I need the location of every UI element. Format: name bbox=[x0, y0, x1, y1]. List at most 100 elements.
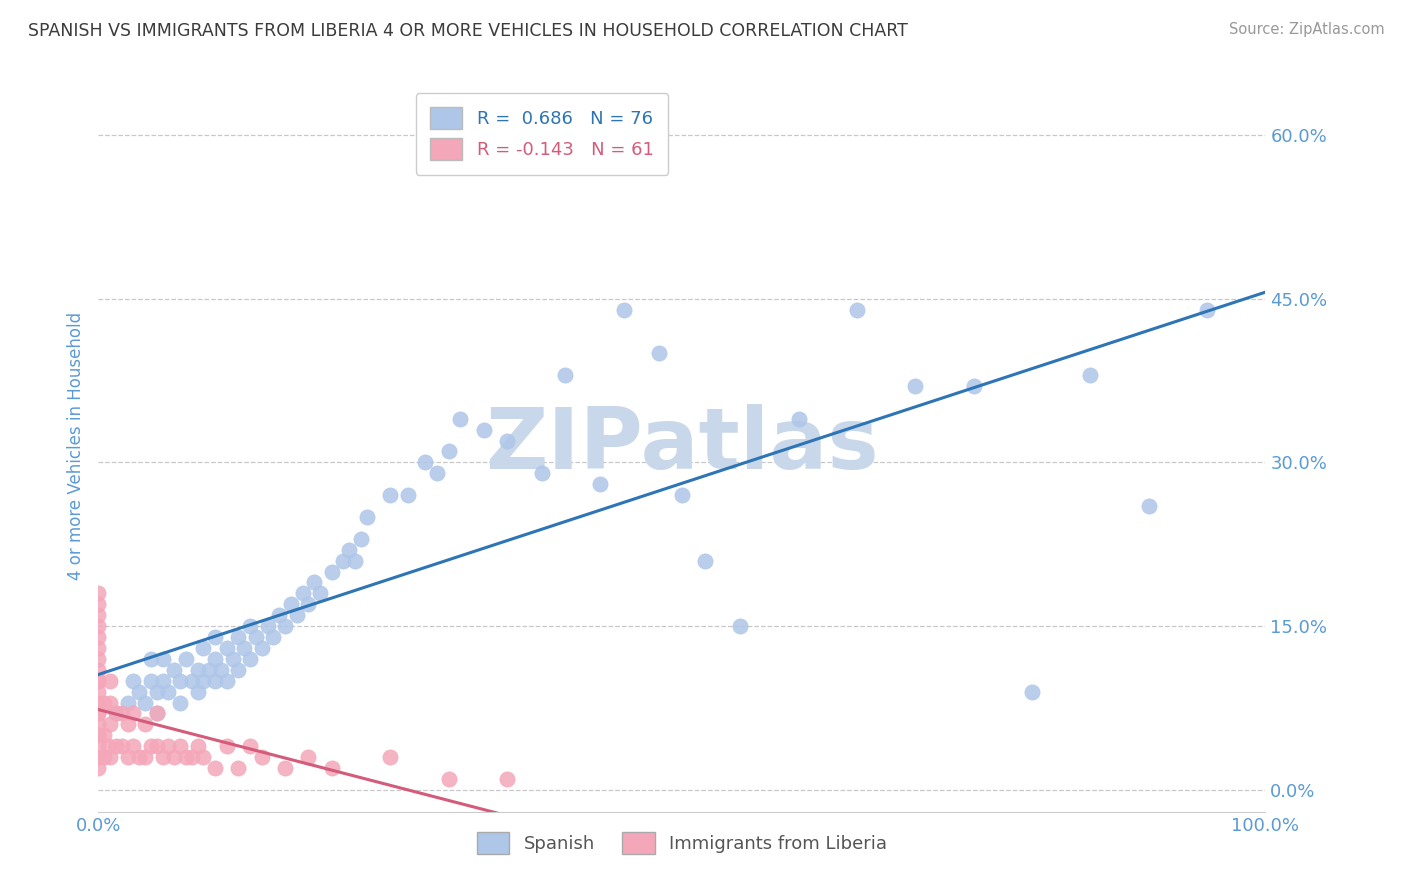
Point bbox=[87, 630, 110, 644]
Legend: Spanish, Immigrants from Liberia: Spanish, Immigrants from Liberia bbox=[470, 825, 894, 861]
Point bbox=[187, 739, 209, 754]
Point bbox=[332, 554, 354, 568]
Point bbox=[962, 379, 984, 393]
Point bbox=[122, 706, 145, 721]
Point bbox=[671, 488, 693, 502]
Point bbox=[215, 673, 238, 688]
Point bbox=[87, 663, 110, 677]
Point bbox=[256, 619, 278, 633]
Point bbox=[193, 750, 215, 764]
Point bbox=[87, 728, 110, 742]
Point bbox=[87, 706, 110, 721]
Point bbox=[128, 750, 150, 764]
Point bbox=[146, 739, 169, 754]
Point bbox=[87, 728, 110, 742]
Text: SPANISH VS IMMIGRANTS FROM LIBERIA 4 OR MORE VEHICLES IN HOUSEHOLD CORRELATION C: SPANISH VS IMMIGRANTS FROM LIBERIA 4 OR … bbox=[28, 22, 908, 40]
Point bbox=[337, 542, 360, 557]
Point bbox=[122, 673, 145, 688]
Point bbox=[146, 684, 169, 698]
Point bbox=[122, 739, 145, 754]
Point bbox=[117, 696, 139, 710]
Point bbox=[250, 640, 273, 655]
Point bbox=[228, 663, 250, 677]
Point bbox=[93, 696, 115, 710]
Point bbox=[87, 608, 110, 623]
Point bbox=[204, 630, 226, 644]
Point bbox=[209, 663, 232, 677]
Point bbox=[139, 739, 162, 754]
Point bbox=[104, 706, 127, 721]
Point bbox=[413, 455, 436, 469]
Point bbox=[98, 696, 121, 710]
Point bbox=[730, 619, 752, 633]
Point bbox=[245, 630, 267, 644]
Point bbox=[269, 608, 291, 623]
Point bbox=[87, 673, 110, 688]
Point bbox=[198, 663, 221, 677]
Text: ZIPatlas: ZIPatlas bbox=[485, 404, 879, 488]
Point bbox=[146, 706, 169, 721]
Point bbox=[169, 696, 191, 710]
Point bbox=[274, 619, 297, 633]
Point bbox=[157, 684, 180, 698]
Point bbox=[228, 630, 250, 644]
Point bbox=[350, 532, 373, 546]
Point bbox=[309, 586, 332, 600]
Point bbox=[239, 739, 262, 754]
Point bbox=[228, 761, 250, 775]
Point bbox=[193, 673, 215, 688]
Point bbox=[904, 379, 927, 393]
Point bbox=[152, 652, 174, 666]
Point bbox=[111, 739, 134, 754]
Point bbox=[104, 739, 127, 754]
Point bbox=[647, 346, 669, 360]
Point bbox=[93, 728, 115, 742]
Point bbox=[87, 652, 110, 666]
Point bbox=[321, 761, 343, 775]
Point bbox=[846, 302, 869, 317]
Point bbox=[396, 488, 419, 502]
Point bbox=[134, 750, 156, 764]
Point bbox=[437, 444, 460, 458]
Point bbox=[98, 673, 121, 688]
Point bbox=[356, 510, 378, 524]
Point bbox=[134, 717, 156, 731]
Point bbox=[297, 597, 319, 611]
Point bbox=[87, 597, 110, 611]
Point bbox=[262, 630, 284, 644]
Point bbox=[233, 640, 256, 655]
Point bbox=[239, 652, 262, 666]
Point bbox=[152, 673, 174, 688]
Point bbox=[250, 750, 273, 764]
Point bbox=[204, 761, 226, 775]
Point bbox=[304, 575, 326, 590]
Point bbox=[98, 717, 121, 731]
Point bbox=[1195, 302, 1218, 317]
Point bbox=[117, 750, 139, 764]
Point bbox=[321, 565, 343, 579]
Point bbox=[193, 640, 215, 655]
Point bbox=[134, 696, 156, 710]
Point bbox=[187, 663, 209, 677]
Point bbox=[344, 554, 367, 568]
Point bbox=[1080, 368, 1102, 382]
Point bbox=[169, 739, 191, 754]
Point bbox=[437, 772, 460, 786]
Point bbox=[180, 750, 202, 764]
Point bbox=[139, 673, 162, 688]
Point bbox=[280, 597, 302, 611]
Point bbox=[87, 673, 110, 688]
Point bbox=[695, 554, 717, 568]
Point bbox=[93, 750, 115, 764]
Point bbox=[530, 467, 553, 481]
Point bbox=[787, 411, 810, 425]
Point bbox=[449, 411, 471, 425]
Point bbox=[180, 673, 202, 688]
Point bbox=[87, 761, 110, 775]
Point bbox=[291, 586, 314, 600]
Point bbox=[426, 467, 449, 481]
Point bbox=[215, 739, 238, 754]
Point bbox=[239, 619, 262, 633]
Point bbox=[380, 488, 402, 502]
Point bbox=[496, 434, 519, 448]
